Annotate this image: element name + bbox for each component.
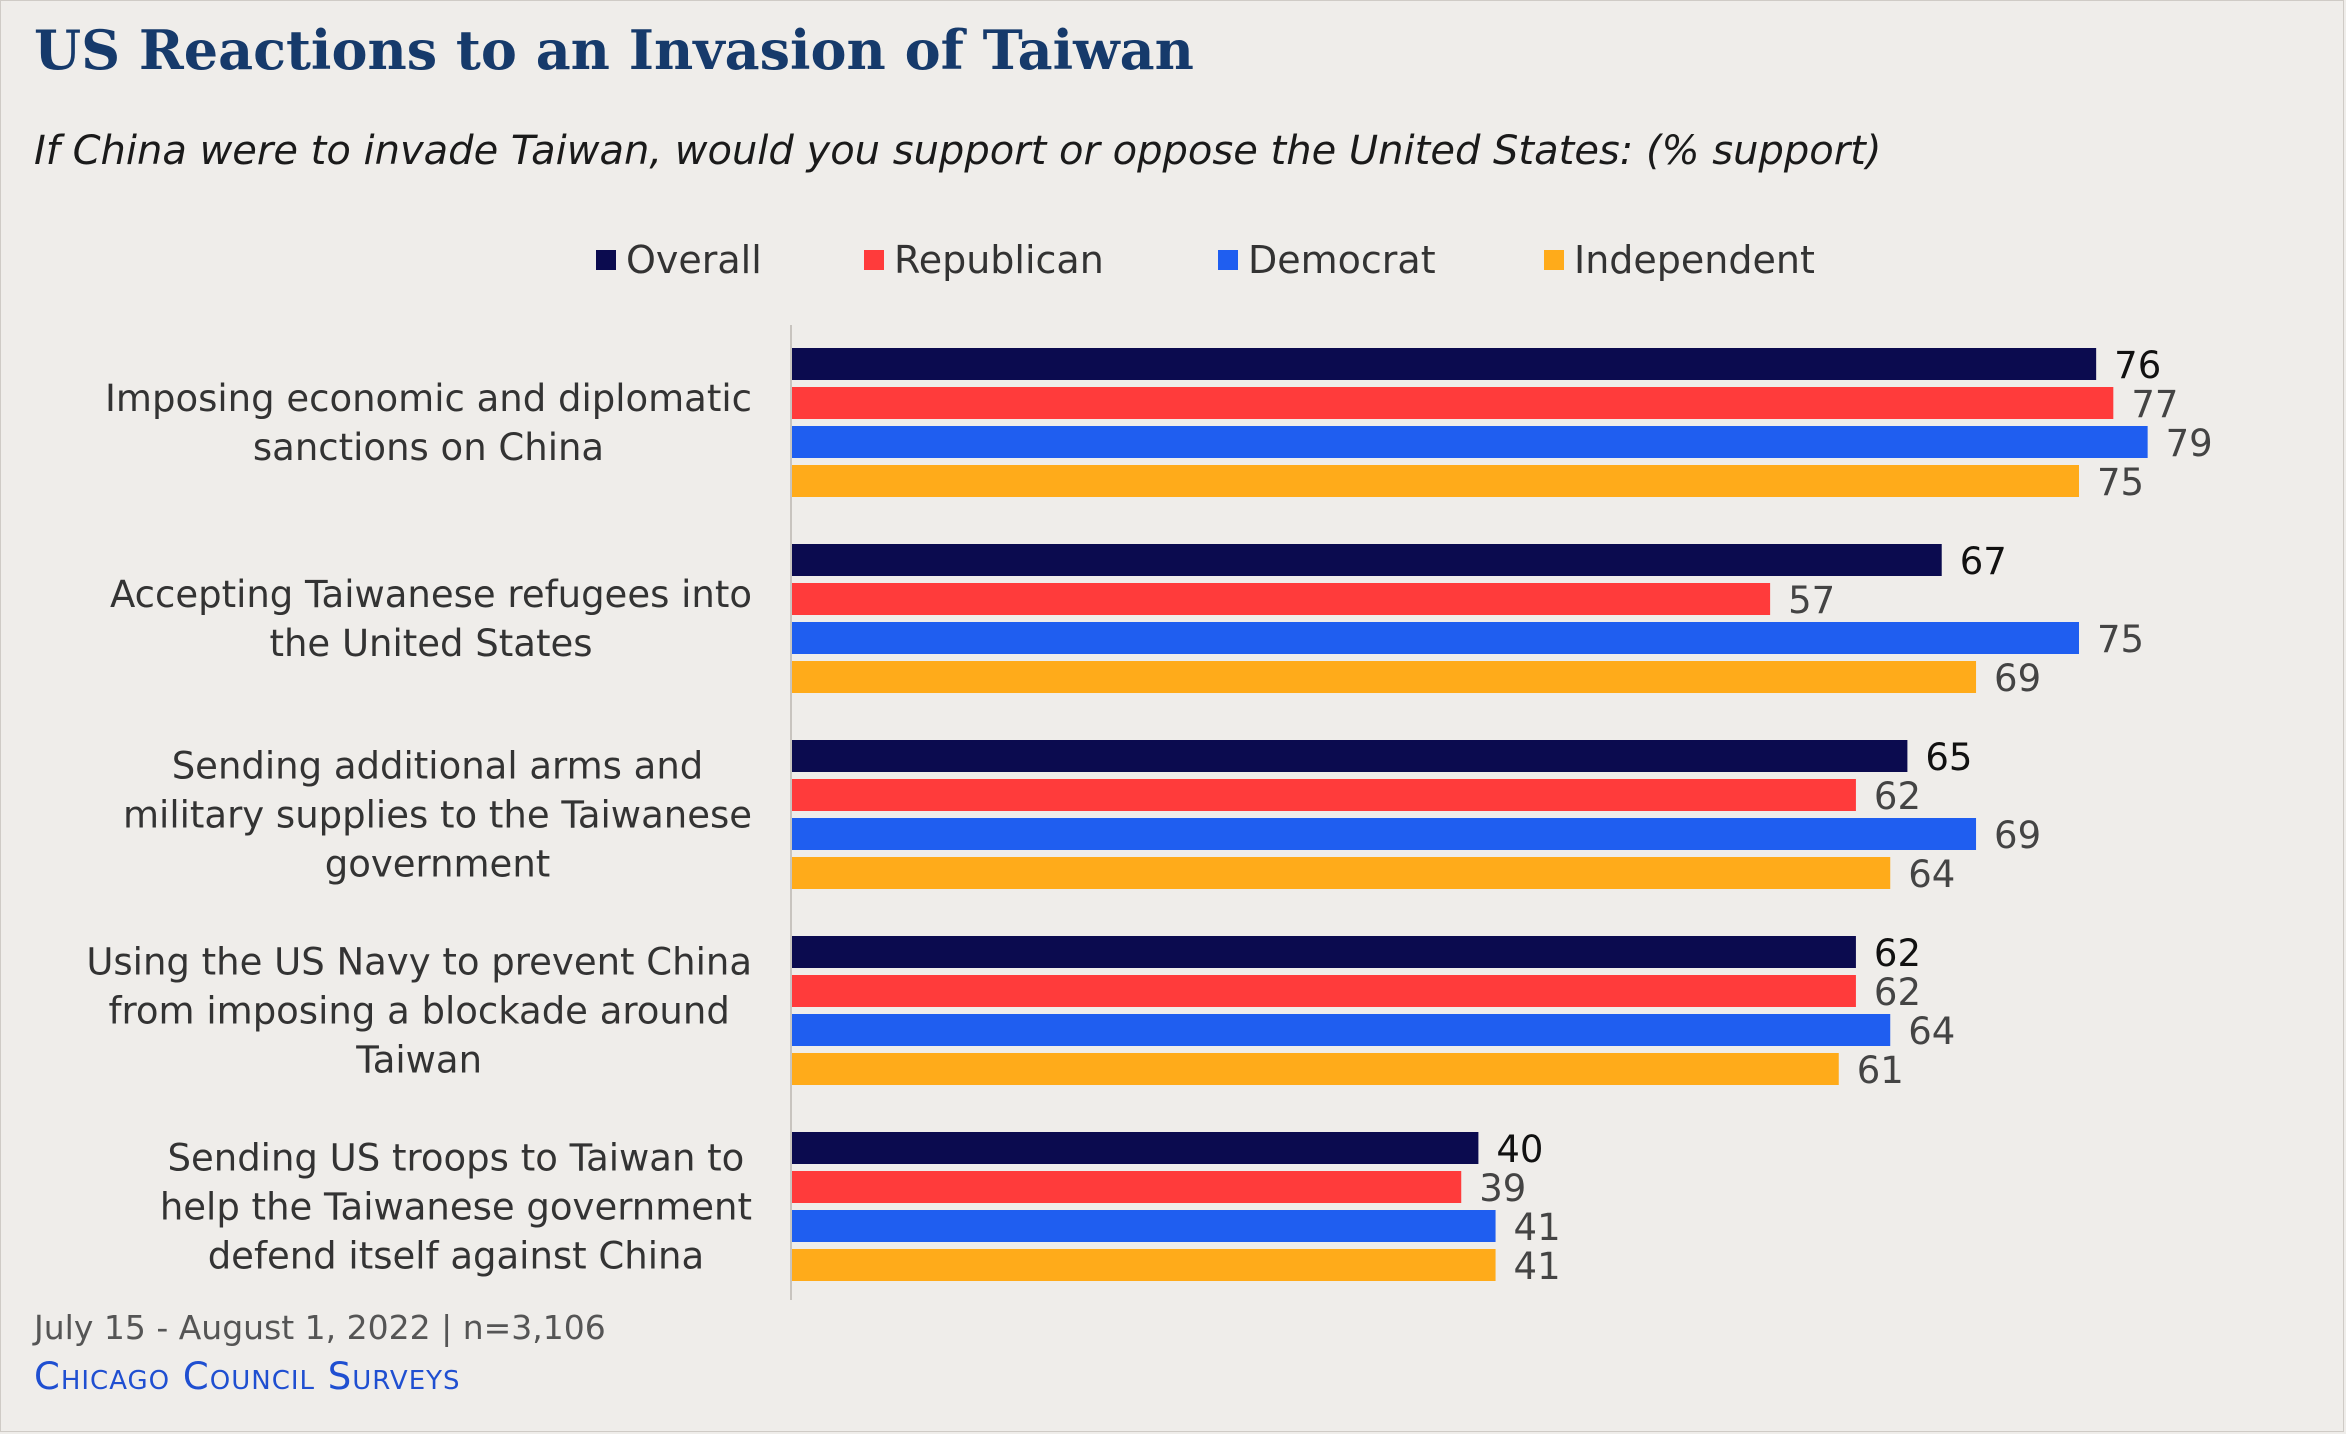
bar-independent-2 xyxy=(792,661,1977,693)
bar-republican-5 xyxy=(792,1171,1462,1203)
legend-label-overall: Overall xyxy=(626,238,762,282)
chart-subtitle: If China were to invade Taiwan, would yo… xyxy=(34,128,1882,174)
category-label-4: Using the US Navy to prevent China from i… xyxy=(86,941,752,1082)
bar-democrat-2 xyxy=(792,622,2079,654)
category-label-2: Accepting Taiwanese refugees into the Uni… xyxy=(110,573,752,665)
survey-date-sample: July 15 - August 1, 2022 | n=3,106 xyxy=(34,1308,606,1347)
value-label-republican-5: 39 xyxy=(1479,1167,1526,1210)
bar-independent-1 xyxy=(792,465,2079,497)
value-label-democrat-3: 69 xyxy=(1994,814,2041,857)
legend-swatch-overall xyxy=(596,250,616,270)
value-label-republican-2: 57 xyxy=(1788,579,1835,622)
bar-republican-3 xyxy=(792,779,1856,811)
legend-label-independent: Independent xyxy=(1574,238,1815,282)
value-label-overall-1: 76 xyxy=(2114,344,2161,387)
value-label-republican-4: 62 xyxy=(1874,971,1921,1014)
bar-independent-5 xyxy=(792,1249,1496,1281)
bar-republican-4 xyxy=(792,975,1856,1007)
bar-marks xyxy=(792,348,2148,1281)
bar-independent-3 xyxy=(792,857,1891,889)
bar-chart: Overall Republican Democrat Independent Imp… xyxy=(86,238,2213,1300)
value-label-democrat-2: 75 xyxy=(2097,618,2144,661)
bar-independent-4 xyxy=(792,1053,1839,1085)
legend-swatch-democrat xyxy=(1218,250,1238,270)
value-label-republican-3: 62 xyxy=(1874,775,1921,818)
value-label-democrat-4: 64 xyxy=(1908,1010,1955,1053)
value-label-overall-4: 62 xyxy=(1874,932,1921,975)
legend-label-democrat: Democrat xyxy=(1248,238,1436,282)
bar-democrat-1 xyxy=(792,426,2148,458)
value-label-overall-2: 67 xyxy=(1960,540,2007,583)
value-label-overall-3: 65 xyxy=(1925,736,1972,779)
value-label-democrat-5: 41 xyxy=(1514,1206,1561,1249)
value-label-overall-5: 40 xyxy=(1496,1128,1543,1171)
category-label-3: Sending additional arms and military supp… xyxy=(123,745,752,886)
bar-democrat-4 xyxy=(792,1014,1891,1046)
bar-democrat-3 xyxy=(792,818,1977,850)
bar-overall-2 xyxy=(792,544,1942,576)
bar-republican-2 xyxy=(792,583,1771,615)
value-label-independent-3: 64 xyxy=(1908,853,1955,896)
value-label-republican-1: 77 xyxy=(2131,383,2178,426)
legend-swatch-republican xyxy=(864,250,884,270)
value-label-independent-4: 61 xyxy=(1857,1049,1904,1092)
legend-label-republican: Republican xyxy=(894,238,1104,282)
value-label-democrat-1: 79 xyxy=(2166,422,2213,465)
value-label-independent-1: 75 xyxy=(2097,461,2144,504)
chart-title: US Reactions to an Invasion of Taiwan xyxy=(34,18,1194,82)
bar-overall-3 xyxy=(792,740,1908,772)
value-label-independent-5: 41 xyxy=(1514,1245,1561,1288)
bar-overall-5 xyxy=(792,1132,1479,1164)
value-label-independent-2: 69 xyxy=(1994,657,2041,700)
legend-swatch-independent xyxy=(1544,250,1564,270)
category-labels: Imposing economic and diplomatic sanction… xyxy=(86,377,752,1278)
chart-legend: Overall Republican Democrat Independent xyxy=(596,238,1815,282)
source-brand: Chicago Council Surveys xyxy=(34,1355,461,1398)
bar-overall-4 xyxy=(792,936,1856,968)
category-label-1: Imposing economic and diplomatic sanction… xyxy=(105,377,752,469)
bar-overall-1 xyxy=(792,348,2097,380)
category-label-5: Sending US troops to Taiwan to help the T… xyxy=(160,1137,752,1278)
bar-democrat-5 xyxy=(792,1210,1496,1242)
bar-republican-1 xyxy=(792,387,2114,419)
